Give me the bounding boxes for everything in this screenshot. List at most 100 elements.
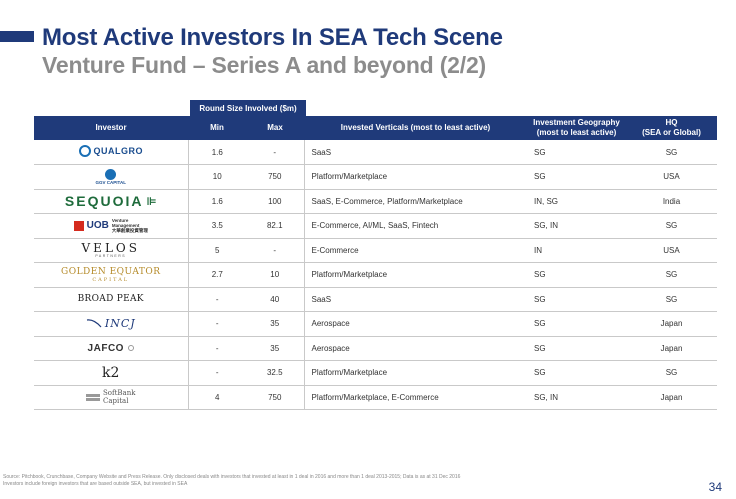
table-row: BROAD PEAK - 40 SaaS SG SG bbox=[34, 287, 717, 312]
source-line-1: Source: Pitchbook, Crunchbase, Company W… bbox=[3, 474, 461, 480]
investor-logo-uob: UOB Venture Management 大華創業投資管理 bbox=[34, 213, 189, 239]
source-line-2: Investors include foreign investors that… bbox=[3, 481, 188, 487]
qualgro-wordmark: QUALGRO bbox=[93, 146, 143, 156]
verticals-value: Platform/Marketplace, E-Commerce bbox=[303, 385, 527, 410]
min-value: - bbox=[188, 360, 246, 386]
verticals-value: Aerospace bbox=[303, 336, 527, 361]
header-verticals: Invested Verticals (most to least active… bbox=[304, 116, 527, 140]
min-value: 2.7 bbox=[188, 262, 246, 288]
geography-value: SG bbox=[527, 140, 626, 165]
verticals-value: Aerospace bbox=[303, 311, 527, 337]
geography-value: IN, SG bbox=[527, 189, 626, 214]
golden-equator-subtitle: CAPITAL bbox=[92, 276, 130, 283]
hq-value: SG bbox=[626, 262, 717, 288]
jafco-wordmark: JAFCO bbox=[87, 342, 124, 354]
geography-value: SG bbox=[527, 336, 626, 361]
hq-value: Japan bbox=[626, 311, 717, 337]
uob-sub-line1: Venture bbox=[111, 218, 129, 224]
min-value: 10 bbox=[188, 164, 246, 190]
round-size-header: Round Size Involved ($m) bbox=[190, 100, 306, 116]
hq-value: India bbox=[626, 189, 717, 214]
verticals-value: Platform/Marketplace bbox=[303, 164, 527, 190]
min-value: - bbox=[188, 336, 246, 361]
uob-wordmark: UOB bbox=[86, 220, 109, 232]
uob-sub-line2: Management bbox=[111, 223, 140, 229]
max-value: 100 bbox=[246, 189, 304, 214]
table-row: k2 - 32.5 Platform/Marketplace SG SG bbox=[34, 360, 717, 386]
min-value: 1.6 bbox=[188, 189, 246, 214]
max-value: 40 bbox=[246, 287, 304, 312]
incj-swoosh-icon bbox=[86, 319, 102, 328]
hq-value: Japan bbox=[626, 385, 717, 410]
header-hq-line1: HQ bbox=[665, 118, 678, 127]
uob-sub-chinese: 大華創業投資管理 bbox=[111, 228, 148, 234]
investors-table: Investor Min Max Invested Verticals (mos… bbox=[34, 116, 717, 410]
hq-value: SG bbox=[626, 213, 717, 239]
sequoia-tree-icon: ⊫ bbox=[146, 195, 157, 208]
min-value: 4 bbox=[188, 385, 246, 410]
investor-logo-incj: INCJ bbox=[34, 311, 189, 337]
hq-value: USA bbox=[626, 164, 717, 190]
header-geography-line2: (most to least active) bbox=[536, 128, 617, 137]
max-value: - bbox=[246, 140, 304, 165]
geography-value: IN bbox=[527, 238, 626, 263]
verticals-value: SaaS, E-Commerce, Platform/Marketplace bbox=[303, 189, 527, 214]
velos-wordmark: VELOS bbox=[81, 241, 140, 256]
max-value: 750 bbox=[246, 164, 304, 190]
geography-value: SG bbox=[527, 262, 626, 288]
qualgro-mark-icon bbox=[78, 145, 91, 157]
min-value: 5 bbox=[188, 238, 246, 263]
geography-value: SG, IN bbox=[527, 385, 626, 410]
investor-logo-qualgro: QUALGRO bbox=[34, 140, 189, 165]
max-value: 750 bbox=[246, 385, 304, 410]
page-number: 34 bbox=[708, 480, 722, 494]
header-investor: Investor bbox=[34, 116, 188, 140]
header-geography: Investment Geography (most to least activ… bbox=[527, 116, 626, 140]
table-row: SoftBank Capital 4 750 Platform/Marketpla… bbox=[34, 385, 717, 410]
sequoia-wordmark: SEQUOIA bbox=[64, 193, 144, 210]
hq-value: SG bbox=[626, 360, 717, 386]
hq-value: Japan bbox=[626, 336, 717, 361]
softbank-bars-icon bbox=[86, 393, 100, 401]
min-value: - bbox=[188, 287, 246, 312]
geography-value: SG bbox=[527, 287, 626, 312]
softbank-wordmark: SoftBank Capital bbox=[103, 389, 135, 405]
min-value: 1.6 bbox=[188, 140, 246, 165]
max-value: 35 bbox=[246, 336, 304, 361]
ggv-wordmark: GGV CAPITAL bbox=[95, 179, 126, 185]
min-value: - bbox=[188, 311, 246, 337]
verticals-value: Platform/Marketplace bbox=[303, 360, 527, 386]
softbank-line1: SoftBank bbox=[103, 389, 136, 398]
investor-logo-softbank: SoftBank Capital bbox=[34, 385, 189, 410]
investor-logo-jafco: JAFCO bbox=[34, 336, 189, 361]
table-row: GOLDEN EQUATOR CAPITAL 2.7 10 Platform/Ma… bbox=[34, 262, 717, 288]
hq-value: SG bbox=[626, 140, 717, 165]
header-max: Max bbox=[246, 116, 304, 140]
geography-value: SG bbox=[527, 360, 626, 386]
investor-logo-broad-peak: BROAD PEAK bbox=[34, 287, 189, 312]
title-accent-bar bbox=[0, 31, 34, 42]
geography-value: SG, IN bbox=[527, 213, 626, 239]
max-value: 82.1 bbox=[246, 213, 304, 239]
geography-value: SG bbox=[527, 164, 626, 190]
table-row: UOB Venture Management 大華創業投資管理 3.5 82.1 E-… bbox=[34, 213, 717, 239]
verticals-value: E-Commerce bbox=[303, 238, 527, 263]
jafco-mark-icon bbox=[127, 345, 134, 352]
uob-subtitle: Venture Management 大華創業投資管理 bbox=[112, 218, 148, 233]
header-hq-line2: (SEA or Global) bbox=[642, 128, 701, 137]
table-row: GGV CAPITAL 10 750 Platform/Marketplace … bbox=[34, 164, 717, 190]
max-value: 10 bbox=[246, 262, 304, 288]
investor-logo-sequoia: SEQUOIA ⊫ bbox=[34, 189, 189, 214]
table-row: SEQUOIA ⊫ 1.6 100 SaaS, E-Commerce, Platf… bbox=[34, 189, 717, 214]
ggv-mark-icon bbox=[105, 168, 117, 180]
table-header-row: Investor Min Max Invested Verticals (mos… bbox=[34, 116, 717, 140]
softbank-line2: Capital bbox=[103, 397, 129, 406]
broad-peak-wordmark: BROAD PEAK bbox=[77, 294, 144, 305]
table-row: VELOS PARTNERS 5 - E-Commerce IN USA bbox=[34, 238, 717, 263]
header-geography-line1: Investment Geography bbox=[533, 118, 620, 127]
uob-mark-icon bbox=[73, 220, 84, 231]
max-value: - bbox=[246, 238, 304, 263]
min-value: 3.5 bbox=[188, 213, 246, 239]
max-value: 35 bbox=[246, 311, 304, 337]
investor-logo-ggv: GGV CAPITAL bbox=[34, 164, 189, 190]
